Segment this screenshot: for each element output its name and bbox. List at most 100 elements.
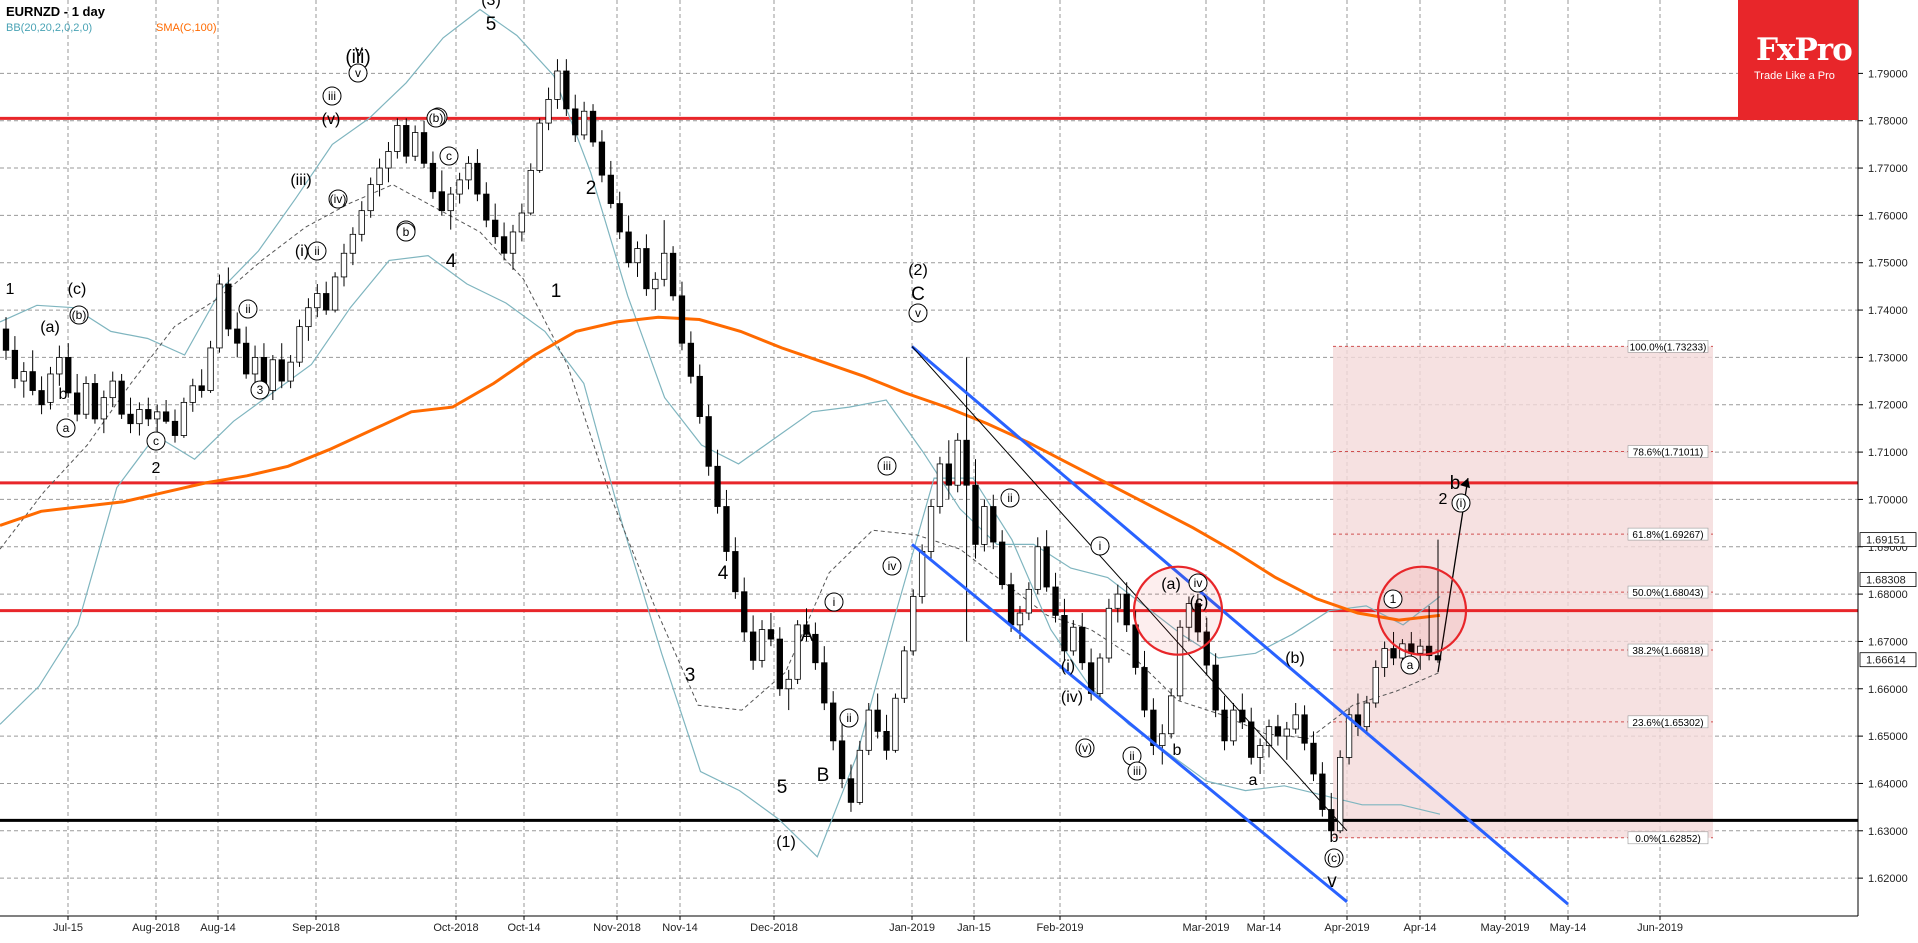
candle-body xyxy=(242,342,250,375)
wave-label: 4 xyxy=(446,251,457,272)
candle-body xyxy=(1052,586,1059,616)
wave-label: i xyxy=(1099,539,1102,553)
candle-body xyxy=(1381,648,1388,668)
candle-body xyxy=(1034,546,1041,590)
wave-label: iii xyxy=(1133,764,1141,778)
candle-body xyxy=(1390,648,1397,659)
candle-body xyxy=(1079,626,1086,664)
candle-body xyxy=(589,110,597,143)
candle-body xyxy=(927,506,935,552)
candle-body xyxy=(127,413,134,425)
wave-label: b xyxy=(1330,829,1339,846)
wave-label-circle xyxy=(1383,589,1403,609)
wave-label: (iv) xyxy=(1061,689,1083,706)
candle-body xyxy=(1221,709,1228,742)
price-tick-label: 1.71000 xyxy=(1868,447,1908,459)
candle-body xyxy=(180,401,188,436)
wave-label: (3) xyxy=(481,0,501,9)
candle-body xyxy=(607,174,614,204)
candle-body xyxy=(918,551,926,597)
date-tick-label: Nov-2018 xyxy=(593,922,641,934)
candle-body xyxy=(216,283,223,349)
wave-label: iii xyxy=(883,459,891,473)
candle-body xyxy=(580,110,588,136)
candle-body xyxy=(954,439,961,486)
candle-body xyxy=(225,283,232,330)
candle-body xyxy=(82,383,90,415)
candle-body xyxy=(847,778,855,803)
price-tick-label: 1.77000 xyxy=(1868,163,1908,175)
candle-body xyxy=(287,361,294,382)
candle-body xyxy=(669,252,677,297)
price-tick-label: 1.63000 xyxy=(1868,826,1908,838)
candle-body xyxy=(38,390,45,406)
price-tick-label: 1.62000 xyxy=(1868,873,1908,885)
candle-body xyxy=(1185,603,1193,628)
candle-body xyxy=(358,210,365,235)
wave-label-circle xyxy=(824,592,844,612)
fib-label-box xyxy=(1627,715,1709,729)
wave-label: v xyxy=(355,43,363,60)
bollinger-bands xyxy=(0,8,1441,858)
price-tick-label: 1.75000 xyxy=(1868,258,1908,270)
wave-label: ii xyxy=(245,302,250,316)
candle-body xyxy=(100,397,107,420)
fib-label-box xyxy=(1627,445,1709,458)
candle-body xyxy=(563,70,570,110)
candle-body xyxy=(73,392,81,415)
price-badge-label: 1.66614 xyxy=(1866,655,1906,667)
candle-body xyxy=(234,328,241,344)
candle-body xyxy=(1141,667,1148,711)
price-tick-label: 1.78000 xyxy=(1868,116,1908,128)
wave-label: 5 xyxy=(777,777,788,798)
candle-body xyxy=(411,132,419,157)
candle-body xyxy=(749,631,757,661)
wave-label: c xyxy=(446,149,452,163)
candle-body xyxy=(189,385,196,403)
candle-body xyxy=(776,638,783,690)
candle-body xyxy=(118,380,125,415)
candle-body xyxy=(999,541,1006,586)
candle-body xyxy=(705,416,712,467)
wave-label: 1 xyxy=(1390,592,1397,606)
candle-body xyxy=(1239,709,1246,723)
candle-body xyxy=(616,203,623,233)
candle-body xyxy=(910,596,917,652)
sma-100-line xyxy=(0,315,1441,622)
wave-label-circle xyxy=(1324,848,1344,868)
wave-label: (b) xyxy=(72,308,87,322)
candle-body xyxy=(678,295,686,344)
wave-label: (iii) xyxy=(290,172,311,189)
candle-body xyxy=(883,730,890,751)
candle-body xyxy=(47,373,54,403)
wave-label-circle xyxy=(439,146,459,166)
wave-label-circle xyxy=(839,708,859,728)
candle-body xyxy=(331,276,339,311)
sma-label: SMA(C,100) xyxy=(156,22,217,34)
trend-line xyxy=(911,346,1348,832)
fib-label: 61.8%(1.69267) xyxy=(1632,530,1703,541)
candle-body xyxy=(536,122,543,171)
fib-label: 100.0%(1.73233) xyxy=(1630,342,1707,353)
wave-label: b xyxy=(59,386,68,403)
wave-label: B xyxy=(817,765,830,786)
wave-label: 2 xyxy=(586,178,597,199)
wave-label: 2 xyxy=(1439,491,1448,508)
wave-label: (b) xyxy=(429,111,444,125)
candle-body xyxy=(892,697,899,751)
fib-label-box xyxy=(1627,643,1709,657)
candle-body xyxy=(1274,726,1282,737)
candle-body xyxy=(936,463,944,507)
date-tick-label: Feb-2019 xyxy=(1036,922,1083,934)
candle-body xyxy=(901,650,908,699)
wave-label: 5 xyxy=(486,14,497,35)
candle-body xyxy=(1043,546,1050,588)
candle-body xyxy=(447,193,454,212)
candle-body xyxy=(269,359,276,391)
candle-body xyxy=(874,709,881,732)
candle-body xyxy=(1168,695,1175,735)
wave-label: (a) xyxy=(40,319,60,336)
candle-body xyxy=(723,506,730,552)
